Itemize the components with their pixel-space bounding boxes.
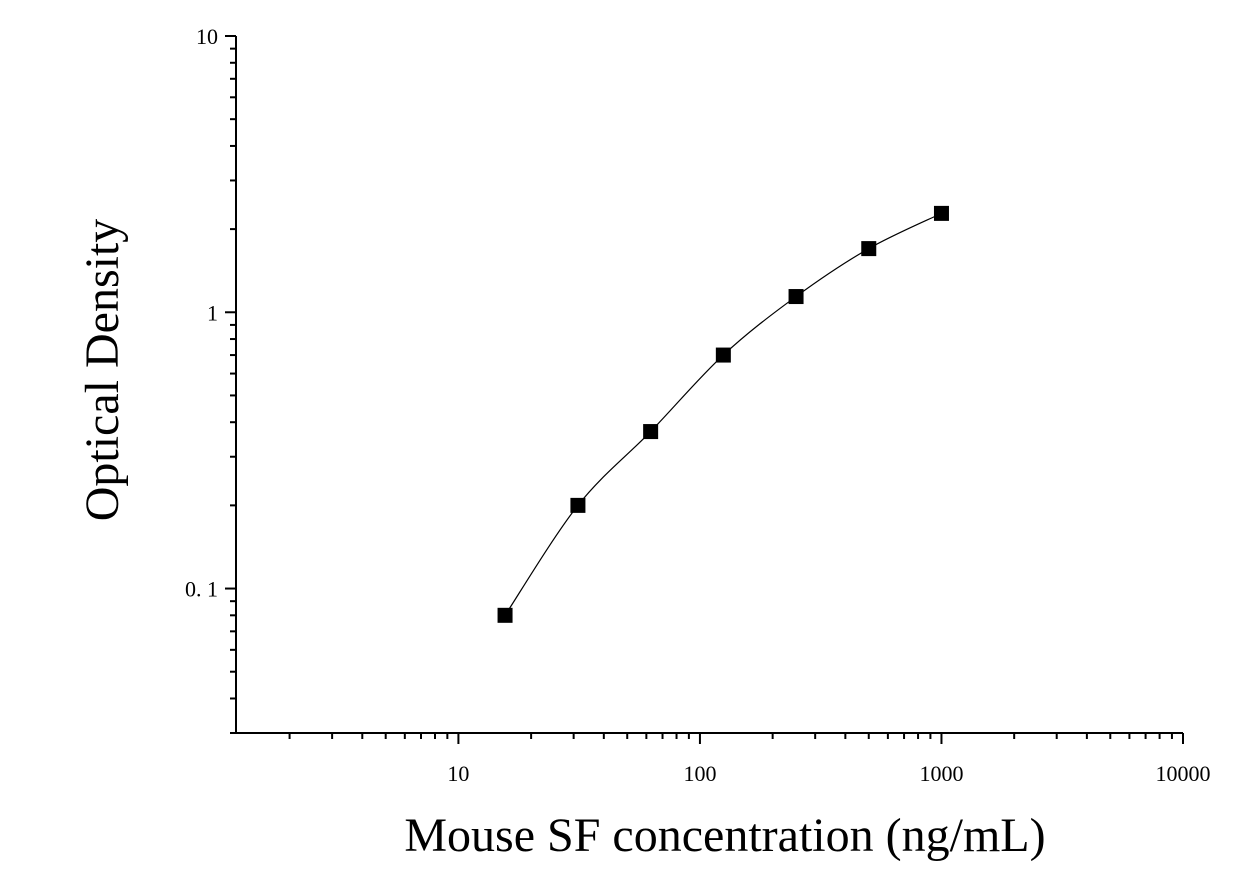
data-point [933, 205, 949, 221]
y-axis-title: Optical Density [76, 219, 129, 522]
x-axis-title: Mouse SF concentration (ng/mL) [404, 809, 1045, 862]
x-tick-label: 100 [683, 761, 716, 786]
data-point [861, 241, 877, 257]
axes [235, 36, 1183, 734]
data-points [497, 205, 949, 623]
data-point [715, 347, 731, 363]
x-tick-label: 10 [447, 761, 469, 786]
x-tick-label: 1000 [919, 761, 963, 786]
tick-labels: 10 100 1000 10000 0. 1 1 10 [185, 24, 1211, 786]
y-tick-label: 10 [196, 24, 218, 49]
y-tick-label: 0. 1 [185, 577, 218, 602]
x-tick-label: 10000 [1156, 761, 1211, 786]
data-point [497, 607, 513, 623]
fit-curve-layer [504, 212, 942, 616]
data-point [643, 424, 659, 440]
data-point [788, 289, 804, 305]
data-point [570, 497, 586, 513]
ticks [225, 35, 1184, 744]
fit-curve [504, 212, 942, 616]
y-tick-label: 1 [207, 300, 218, 325]
